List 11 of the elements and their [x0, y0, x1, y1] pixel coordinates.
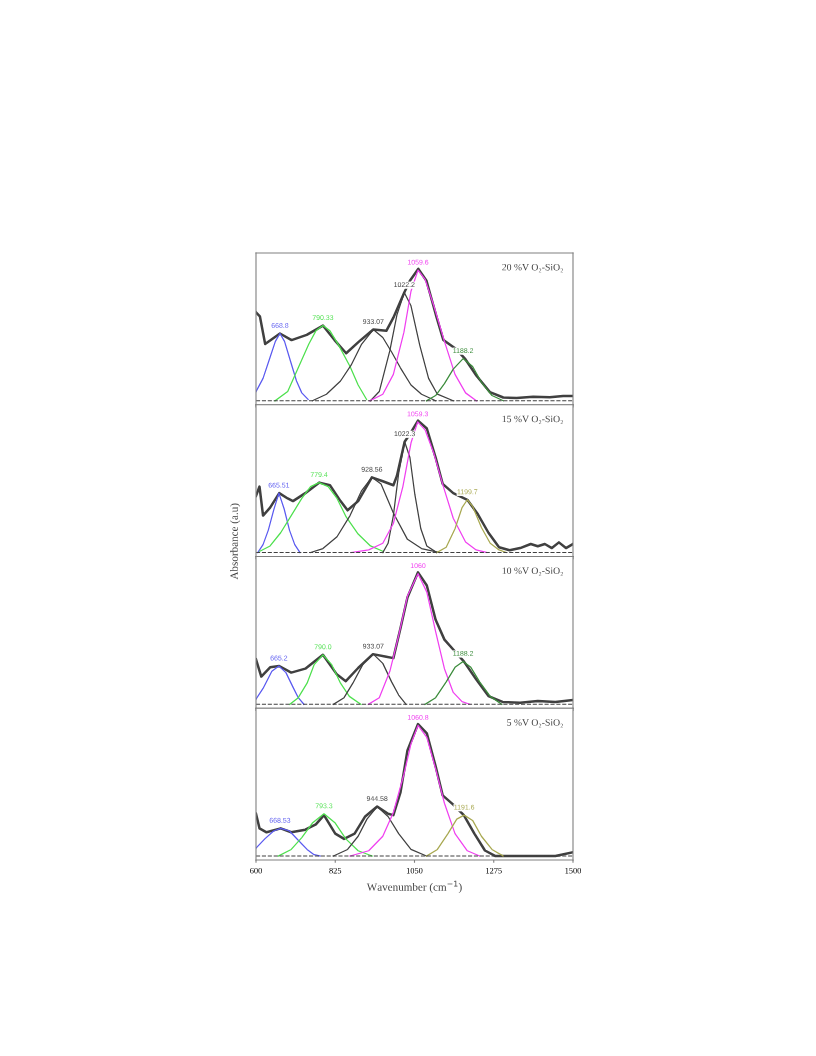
- chart-title: 5 %V O₂-SiO₂: [507, 719, 563, 728]
- x-tick-label: 600: [250, 867, 262, 874]
- x-tick-label: 1050: [406, 867, 423, 874]
- chart-title: 10 %V O₂-SiO₂: [502, 567, 563, 576]
- x-axis-title: Wavenumber (cm$^{−1}$): [366, 880, 462, 894]
- x-tick-label: 825: [329, 867, 342, 874]
- x-tick-label: 1275: [486, 867, 502, 874]
- chart-title: 20 %V O₂-SiO₂: [502, 263, 563, 273]
- chart-title: 15 %V O₂-SiO₂: [502, 415, 563, 425]
- y-axis-title: Absorbance (a.u): [230, 503, 241, 580]
- x-tick-label: 1500: [565, 867, 582, 874]
